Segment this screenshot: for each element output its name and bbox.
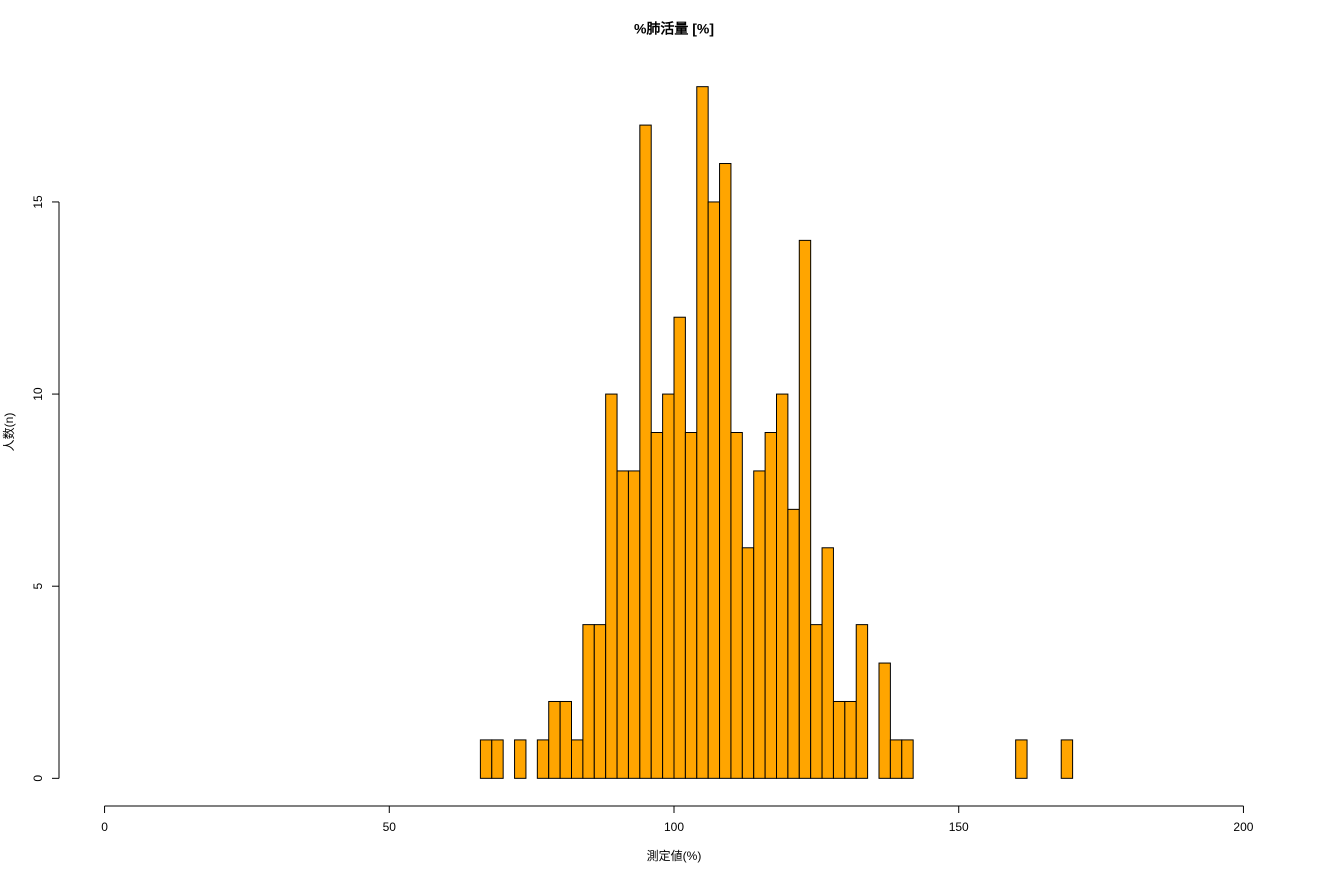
bar	[548, 700, 561, 779]
bar	[696, 86, 709, 779]
bar	[901, 739, 914, 779]
bar	[616, 470, 629, 779]
bar	[776, 393, 789, 779]
bar	[753, 470, 766, 779]
bar	[889, 739, 903, 779]
bar	[605, 393, 618, 779]
bar	[707, 201, 721, 779]
x-axis-title: 測定値(%)	[647, 848, 702, 863]
x-tick-label: 150	[949, 820, 969, 834]
bar	[855, 624, 869, 779]
bar	[821, 547, 834, 779]
bar	[719, 163, 732, 779]
bar	[479, 739, 493, 779]
bar	[1015, 739, 1028, 779]
chart-title: %肺活量 [%]	[634, 21, 714, 37]
x-tick-label: 100	[664, 820, 684, 834]
y-tick-label: 10	[31, 387, 45, 401]
bar	[491, 739, 504, 779]
bar	[1060, 739, 1074, 779]
bar	[730, 432, 743, 779]
y-axis-title: 人数(n)	[1, 413, 16, 452]
bar	[673, 316, 686, 779]
bar	[514, 739, 527, 779]
bar	[571, 739, 584, 779]
bar	[650, 432, 664, 779]
bar	[662, 393, 675, 779]
bar	[582, 624, 595, 779]
bar	[536, 739, 550, 779]
bar	[787, 508, 800, 779]
y-tick-label: 5	[31, 583, 45, 590]
x-tick-label: 200	[1233, 820, 1253, 834]
x-tick-label: 0	[101, 820, 108, 834]
y-tick-label: 0	[31, 775, 45, 782]
bar	[832, 700, 846, 779]
bar	[639, 124, 652, 779]
y-tick-label: 15	[31, 195, 45, 209]
bar	[798, 239, 812, 779]
bar	[810, 624, 823, 779]
bar	[559, 700, 572, 779]
bar	[684, 432, 698, 779]
bar	[878, 662, 891, 779]
bar	[741, 547, 755, 779]
bar	[627, 470, 641, 779]
bar	[844, 700, 857, 779]
bar	[764, 432, 777, 779]
x-tick-label: 50	[383, 820, 397, 834]
bar	[593, 624, 607, 779]
